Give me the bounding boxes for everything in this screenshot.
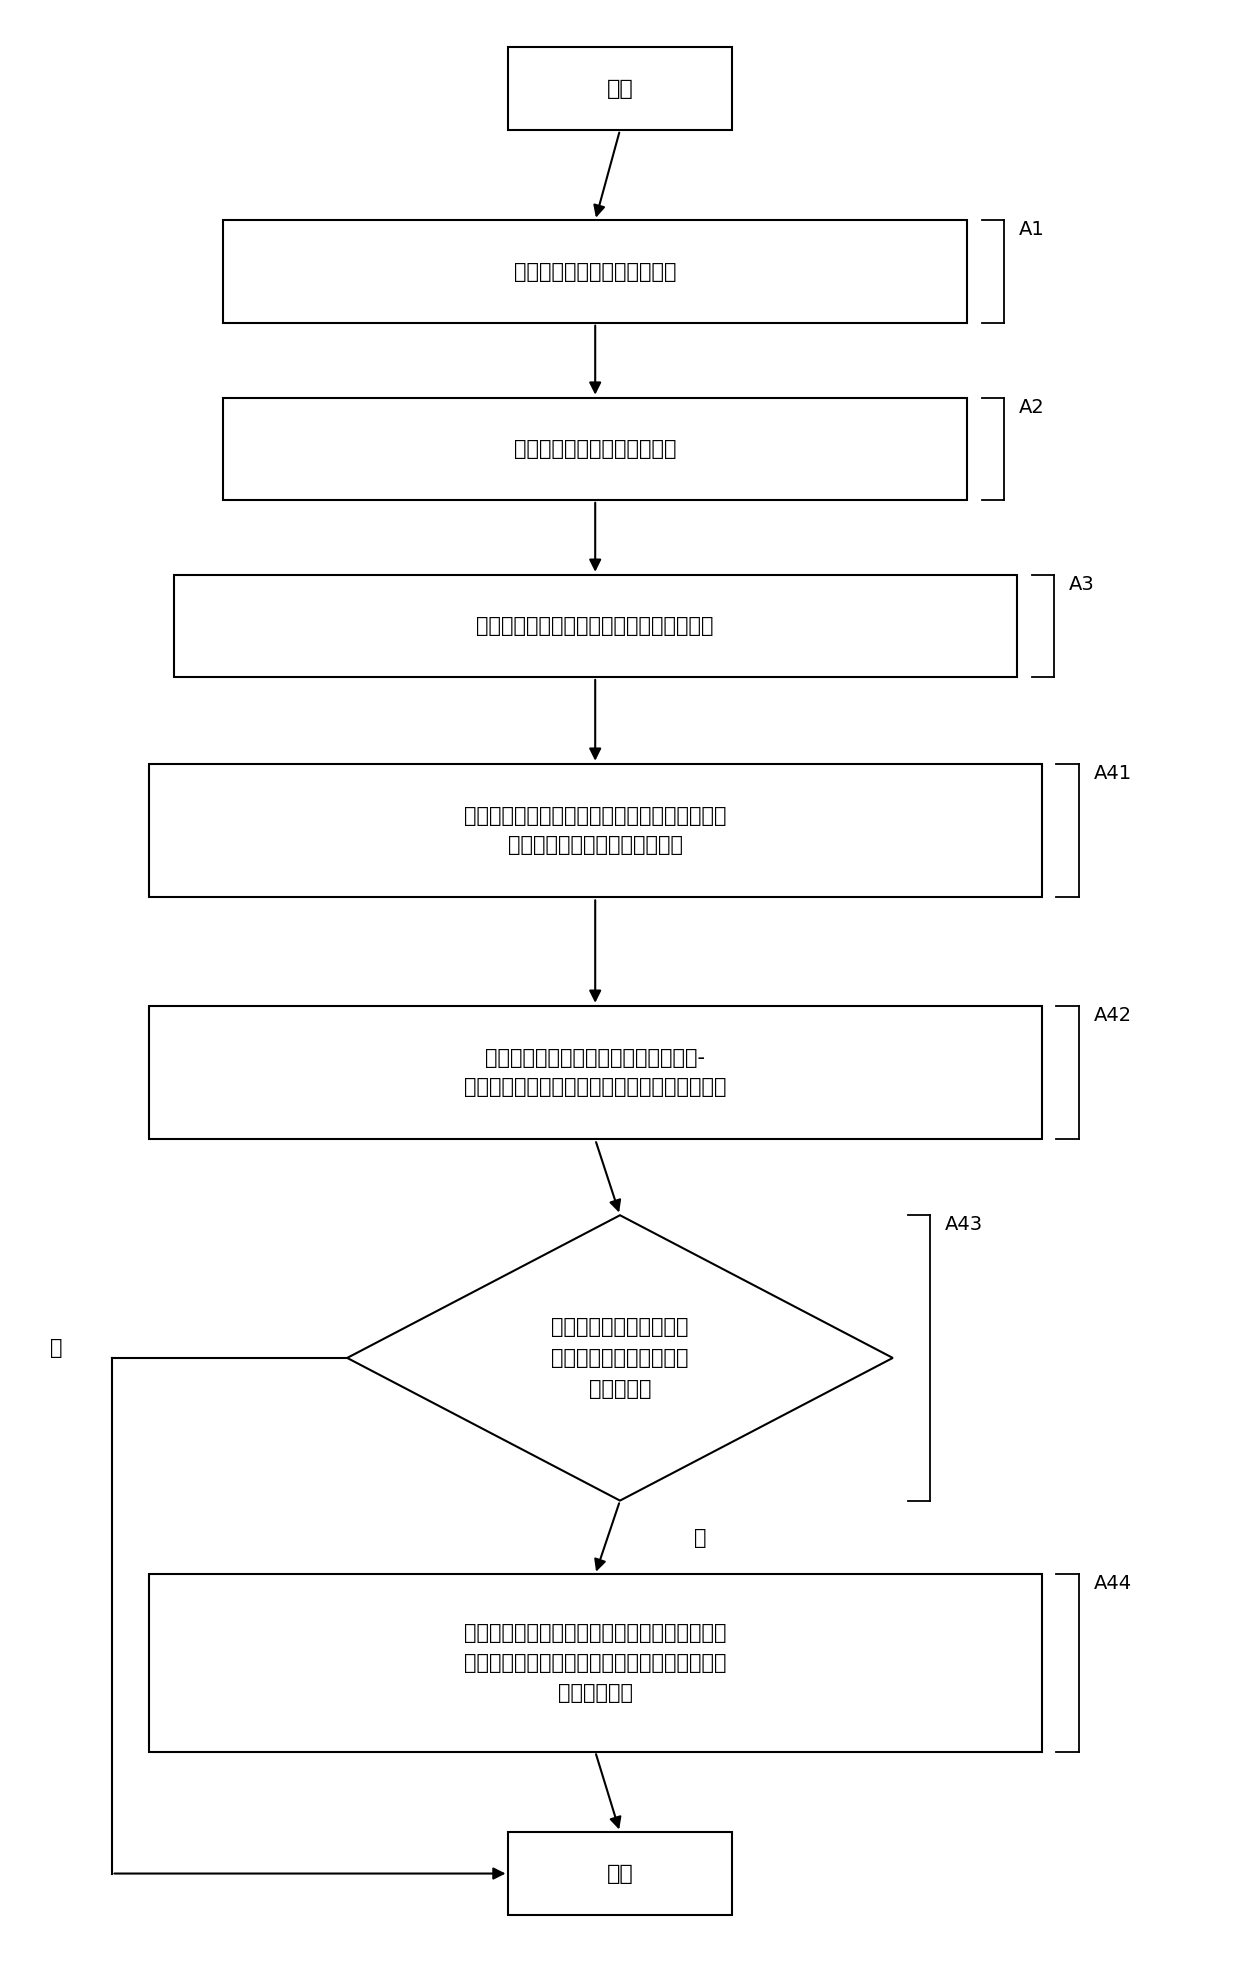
Text: 计算外部环境光的亮度值与内部环境光的亮度值
的差值作为内外环境光的亮度差: 计算外部环境光的亮度值与内部环境光的亮度值 的差值作为内外环境光的亮度差 xyxy=(464,805,727,856)
Text: A2: A2 xyxy=(1019,398,1045,417)
Text: 获取车载智能控制器发光部件的当前亮度值: 获取车载智能控制器发光部件的当前亮度值 xyxy=(476,616,714,636)
Bar xyxy=(508,1832,732,1915)
Bar xyxy=(223,220,967,323)
Text: 参考值与当前亮度值之差
的绝对值大于或等于预设
的亮度差？: 参考值与当前亮度值之差 的绝对值大于或等于预设 的亮度差？ xyxy=(552,1317,688,1399)
Bar xyxy=(223,398,967,500)
Bar xyxy=(149,764,1042,897)
Text: A3: A3 xyxy=(1069,575,1095,594)
Text: 否: 否 xyxy=(50,1338,62,1358)
Text: A42: A42 xyxy=(1094,1006,1132,1025)
Polygon shape xyxy=(347,1214,893,1500)
Text: A43: A43 xyxy=(945,1214,983,1234)
Text: 获取车辆内部环境光的亮度值: 获取车辆内部环境光的亮度值 xyxy=(513,439,677,459)
Text: A1: A1 xyxy=(1019,220,1045,240)
Bar xyxy=(508,47,732,130)
Bar xyxy=(149,1006,1042,1139)
Text: A41: A41 xyxy=(1094,764,1132,783)
Text: 是: 是 xyxy=(694,1527,707,1547)
Text: 根据内外环境光的亮度差，以及亮度差-
参考值关系表，获取对应的发光部件亮度参考值: 根据内外环境光的亮度差，以及亮度差- 参考值关系表，获取对应的发光部件亮度参考值 xyxy=(464,1047,727,1098)
Text: 开始: 开始 xyxy=(606,79,634,98)
Bar xyxy=(174,575,1017,677)
Bar xyxy=(149,1574,1042,1752)
Text: 以发光部件亮度参考值为发光部件的期望亮度；
将车载智能控制器的发光部件亮度调节至发光部
件的期望亮度: 以发光部件亮度参考值为发光部件的期望亮度； 将车载智能控制器的发光部件亮度调节至… xyxy=(464,1624,727,1702)
Text: A44: A44 xyxy=(1094,1574,1132,1594)
Text: 结束: 结束 xyxy=(606,1864,634,1883)
Text: 获取车辆外部环境光的亮度值: 获取车辆外部环境光的亮度值 xyxy=(513,262,677,281)
